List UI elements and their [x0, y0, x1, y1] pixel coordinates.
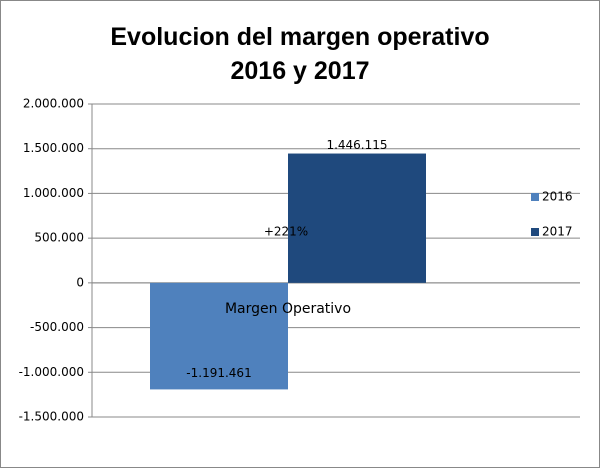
y-tick-label: 2.000.000	[23, 97, 84, 111]
bar	[150, 282, 288, 390]
y-tick-label: -1.000.000	[19, 365, 84, 379]
y-tick-label: 1.500.000	[23, 141, 84, 155]
y-tick-label: 500.000	[34, 231, 84, 245]
y-tick-label: 0	[76, 275, 84, 289]
y-tick-label: -1.500.000	[19, 410, 84, 424]
data-label: -1.191.461	[186, 366, 251, 380]
x-category-label: Margen Operativo	[225, 301, 351, 317]
annotation: +221%	[264, 225, 308, 239]
data-label: 1.446.115	[326, 138, 387, 152]
legend-swatch	[531, 228, 539, 236]
legend-swatch	[531, 193, 539, 201]
legend-label: 2016	[542, 190, 573, 204]
y-tick-label: -500.000	[30, 320, 84, 334]
bar	[288, 153, 426, 283]
y-tick-label: 1.000.000	[23, 186, 84, 200]
legend-label: 2017	[542, 225, 573, 239]
chart-title: Evolucion del margen operativo 2016 y 20…	[110, 23, 490, 85]
